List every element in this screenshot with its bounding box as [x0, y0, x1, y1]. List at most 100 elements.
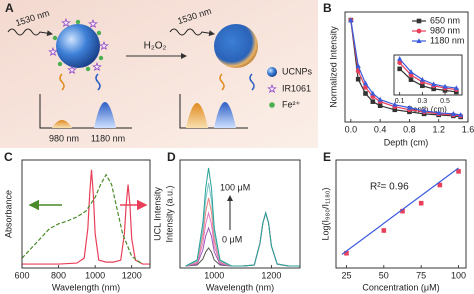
- marker: [397, 60, 403, 66]
- annotation: R²= 0.96: [370, 182, 409, 193]
- y-axis-label: Log(I₉₈₀/I₁₁₈₀): [320, 187, 330, 240]
- marker: [442, 83, 448, 89]
- legend-marker: [416, 38, 422, 43]
- y-axis-label: Absorbance: [3, 190, 13, 238]
- plot: 1000 1200: [179, 159, 301, 280]
- inset-x-axis-label: Depth (cm): [407, 105, 447, 114]
- emission-arrow: [219, 73, 225, 91]
- marker: [397, 66, 402, 72]
- marker: [421, 107, 427, 113]
- emission-arrow: [59, 73, 65, 91]
- plot: 600 800 1000 1200: [14, 159, 151, 280]
- marker: [392, 107, 398, 113]
- emission-label: 1180 nm: [91, 133, 125, 143]
- marker: [362, 80, 369, 86]
- legend-label: IR1061: [282, 83, 311, 93]
- marker: [431, 81, 437, 87]
- marker: [397, 56, 403, 61]
- excitation-arrow: [169, 28, 215, 37]
- fe-dots: [52, 19, 104, 72]
- x-tick-label: 0.0: [345, 124, 358, 134]
- marker: [450, 111, 456, 116]
- legend-label: 980 nm: [430, 25, 460, 35]
- y-axis-label: Normalized Intensity: [328, 26, 338, 108]
- legend-label: UCNPs: [282, 66, 313, 76]
- plot-frame: [179, 159, 301, 269]
- x-tick-label: 0.8: [403, 124, 416, 134]
- marker: [406, 104, 413, 110]
- spectrum-peak: [52, 120, 72, 128]
- marker: [456, 169, 461, 174]
- marker: [377, 103, 383, 109]
- panel-label: E: [323, 150, 331, 164]
- marker: [431, 86, 436, 92]
- x-axis-label: Depth (cm): [384, 137, 429, 147]
- x-tick-label: 1200: [122, 270, 142, 280]
- marker: [436, 110, 442, 115]
- marker: [437, 182, 443, 188]
- series-line: [22, 169, 150, 265]
- marker: [344, 250, 349, 256]
- x-tick-label: 600: [14, 270, 29, 280]
- series-group: [397, 56, 459, 95]
- x-tick-label: 1200: [261, 270, 281, 280]
- series-line: [399, 58, 457, 89]
- spectrum-peak: [94, 102, 116, 128]
- x-tick-label: 0.1: [395, 98, 405, 105]
- marker: [381, 228, 387, 233]
- legend-marker: [416, 28, 422, 34]
- spectrum-peak: [214, 102, 236, 128]
- x-tick-label: 50: [379, 270, 389, 280]
- plot-frame: [393, 54, 463, 96]
- emission-label: 980 nm: [49, 133, 79, 143]
- plot-frame: [344, 11, 469, 123]
- series-group: [348, 17, 464, 120]
- x-tick-label: 1000: [85, 270, 105, 280]
- marker: [408, 69, 414, 74]
- series-group: [341, 167, 461, 256]
- excitation-arrow: [7, 28, 53, 37]
- x-tick-label: 0.4: [374, 124, 387, 134]
- x-tick-label: 1.6: [462, 124, 474, 134]
- marker: [363, 84, 368, 90]
- marker: [355, 63, 361, 68]
- ucnp-sphere: [214, 24, 258, 68]
- marker: [348, 17, 354, 23]
- marker: [377, 96, 383, 102]
- marker: [453, 85, 459, 91]
- marker: [418, 200, 424, 206]
- legend-icon: [269, 102, 275, 108]
- legend-label: 650 nm: [430, 15, 460, 25]
- x-tick-label: 0.5: [440, 98, 450, 105]
- marker: [400, 208, 405, 214]
- ucnp-sphere: [56, 24, 100, 68]
- y-axis-label: Intensity (a.u.): [164, 185, 174, 242]
- legend-marker: [416, 18, 422, 24]
- series-line: [341, 167, 459, 255]
- series-group: [21, 169, 150, 265]
- emission-arrow: [95, 73, 101, 91]
- panel-a: A 1530 nm 980 nm 1180 nm H₂O₂ 1530 nm UC…: [0, 0, 318, 148]
- x-axis-label: Concentration (μM): [362, 282, 439, 292]
- panel-label: A: [5, 1, 14, 15]
- series-line: [185, 167, 300, 267]
- panel-label: B: [323, 1, 332, 15]
- legend-label: 1180 nm: [430, 35, 464, 45]
- legend-label: Fe²⁺: [282, 99, 301, 109]
- x-axis-label: Wavelength (nm): [52, 282, 120, 292]
- annotation: 100 μM: [220, 182, 250, 192]
- marker: [355, 76, 361, 82]
- x-tick-label: 1.2: [432, 124, 445, 134]
- plot: 25 50 75 100: [335, 159, 467, 280]
- y-axis-label-right: UCL Intensity: [152, 187, 162, 241]
- x-tick-label: 800: [51, 270, 66, 280]
- inset-plot: 0.1 0.3 0.5: [393, 54, 463, 105]
- spectrum-peak: [186, 103, 208, 128]
- series-group: [185, 167, 300, 267]
- x-tick-label: 75: [416, 270, 426, 280]
- marker: [419, 76, 425, 82]
- annotation: 0 μM: [222, 234, 242, 244]
- x-tick-label: 1000: [204, 270, 224, 280]
